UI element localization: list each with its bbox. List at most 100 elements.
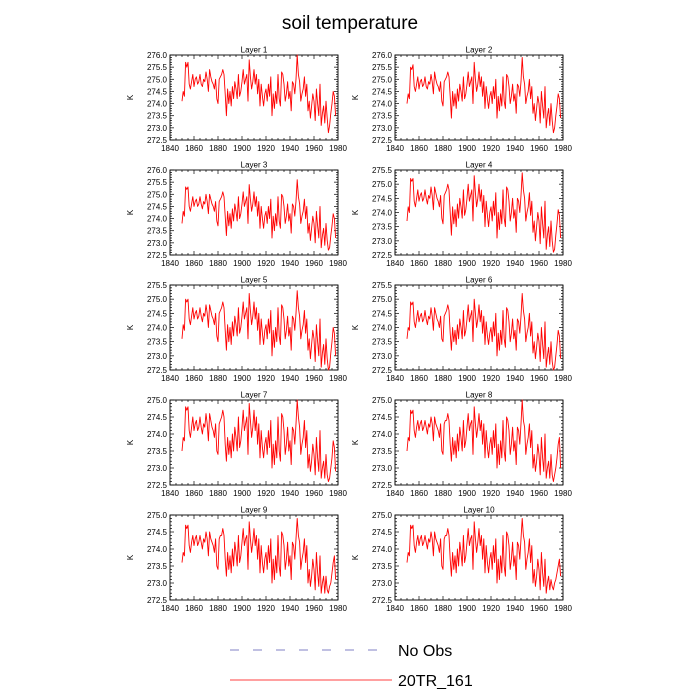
y-tick-label: 273.0 <box>372 124 393 133</box>
plot-frame <box>169 284 339 371</box>
y-tick-label: 275.0 <box>372 180 393 189</box>
y-axis-label: K <box>126 439 135 445</box>
y-tick-label: 273.0 <box>147 352 168 361</box>
y-axis-label: K <box>351 324 360 330</box>
legend: No Obs 20TR_161 <box>230 643 473 690</box>
legend-entry-1: No Obs <box>230 643 452 660</box>
panel-layer-8: Layer 8 K 1840 1860 1880 1900 1920 1940 1960 1980… <box>351 391 572 499</box>
x-tick-label: 1980 <box>329 604 347 613</box>
x-tick-label: 1920 <box>257 259 275 268</box>
x-tick-label: 1840 <box>161 259 179 268</box>
y-tick-label: 273.0 <box>372 579 393 588</box>
series-line-20tr-161 <box>181 517 337 594</box>
y-tick-label: 272.5 <box>147 481 168 490</box>
y-tick-label: 275.0 <box>372 396 393 405</box>
legend-label: 20TR_161 <box>398 673 473 690</box>
y-tick-label: 272.5 <box>147 596 168 605</box>
y-tick-label: 275.0 <box>147 190 168 199</box>
x-tick-label: 1860 <box>410 604 428 613</box>
x-tick-label: 1880 <box>209 489 227 498</box>
series-line-20tr-161 <box>406 172 562 253</box>
x-tick-label: 1980 <box>329 259 347 268</box>
y-tick-label: 275.5 <box>147 281 168 290</box>
panel-title: Layer 1 <box>241 46 268 55</box>
y-tick-label: 273.0 <box>147 124 168 133</box>
x-tick-label: 1840 <box>161 374 179 383</box>
x-tick-label: 1920 <box>257 489 275 498</box>
x-tick-label: 1860 <box>410 374 428 383</box>
plot-frame <box>394 399 564 486</box>
y-axis-label: K <box>126 554 135 560</box>
y-tick-label: 276.0 <box>372 51 393 60</box>
panel-title: Layer 9 <box>241 506 268 515</box>
panel-title: Layer 6 <box>466 276 493 285</box>
y-tick-label: 273.0 <box>147 239 168 248</box>
plot-frame <box>169 514 339 601</box>
series-line-20tr-161 <box>181 399 337 483</box>
x-tick-label: 1940 <box>506 144 524 153</box>
x-tick-label: 1860 <box>185 489 203 498</box>
x-tick-label: 1960 <box>530 489 548 498</box>
x-tick-label: 1860 <box>185 604 203 613</box>
x-tick-label: 1920 <box>482 604 500 613</box>
x-tick-label: 1900 <box>233 374 251 383</box>
y-tick-label: 275.5 <box>147 63 168 72</box>
y-tick-label: 274.5 <box>372 87 393 96</box>
x-tick-label: 1980 <box>329 374 347 383</box>
y-tick-label: 274.5 <box>372 413 393 422</box>
y-tick-label: 274.0 <box>147 100 168 109</box>
x-tick-label: 1900 <box>458 144 476 153</box>
x-tick-label: 1880 <box>434 144 452 153</box>
x-tick-label: 1940 <box>281 604 299 613</box>
figure-title: soil temperature <box>282 13 418 34</box>
x-tick-label: 1840 <box>386 259 404 268</box>
plot-frame <box>394 284 564 371</box>
y-tick-label: 274.0 <box>372 545 393 554</box>
x-tick-label: 1940 <box>506 489 524 498</box>
x-tick-label: 1900 <box>458 374 476 383</box>
y-tick-label: 274.5 <box>147 528 168 537</box>
y-tick-label: 274.0 <box>372 430 393 439</box>
series-line-20tr-161 <box>181 290 337 371</box>
x-tick-label: 1840 <box>161 489 179 498</box>
y-tick-label: 272.5 <box>147 251 168 260</box>
x-tick-label: 1980 <box>554 374 572 383</box>
y-tick-label: 274.0 <box>372 324 393 333</box>
y-tick-label: 274.5 <box>147 202 168 211</box>
x-tick-label: 1900 <box>233 604 251 613</box>
y-tick-label: 273.5 <box>147 227 168 236</box>
y-tick-label: 274.0 <box>147 430 168 439</box>
y-tick-label: 272.5 <box>372 366 393 375</box>
panel-layer-1: Layer 1 K 1840 1860 1880 1900 1920 1940 1960 1980… <box>126 46 347 154</box>
x-tick-label: 1960 <box>530 259 548 268</box>
x-tick-label: 1960 <box>305 144 323 153</box>
panel-title: Layer 5 <box>241 276 268 285</box>
y-tick-label: 274.5 <box>372 309 393 318</box>
x-tick-label: 1880 <box>209 144 227 153</box>
panel-layer-3: Layer 3 K 1840 1860 1880 1900 1920 1940 1960 1980… <box>126 161 347 269</box>
y-tick-label: 275.0 <box>147 396 168 405</box>
y-tick-label: 275.0 <box>372 75 393 84</box>
x-tick-label: 1840 <box>386 144 404 153</box>
y-axis-label: K <box>126 209 135 215</box>
y-tick-label: 273.5 <box>372 112 393 121</box>
x-tick-label: 1920 <box>482 259 500 268</box>
y-axis-label: K <box>351 94 360 100</box>
y-tick-label: 273.5 <box>147 562 168 571</box>
x-tick-label: 1900 <box>458 259 476 268</box>
x-tick-label: 1980 <box>329 489 347 498</box>
x-tick-label: 1920 <box>482 489 500 498</box>
y-tick-label: 275.0 <box>147 511 168 520</box>
y-axis-label: K <box>126 94 135 100</box>
x-tick-label: 1840 <box>161 144 179 153</box>
y-tick-label: 273.0 <box>372 464 393 473</box>
panel-layer-9: Layer 9 K 1840 1860 1880 1900 1920 1940 1960 1980… <box>126 506 347 614</box>
y-tick-label: 272.5 <box>147 136 168 145</box>
x-tick-label: 1840 <box>161 604 179 613</box>
panel-layer-10: Layer 10 K 1840 1860 1880 1900 1920 1940 1960 198… <box>351 506 572 614</box>
y-tick-label: 275.0 <box>372 511 393 520</box>
y-tick-label: 273.0 <box>147 464 168 473</box>
y-tick-label: 274.5 <box>372 194 393 203</box>
x-tick-label: 1920 <box>482 144 500 153</box>
